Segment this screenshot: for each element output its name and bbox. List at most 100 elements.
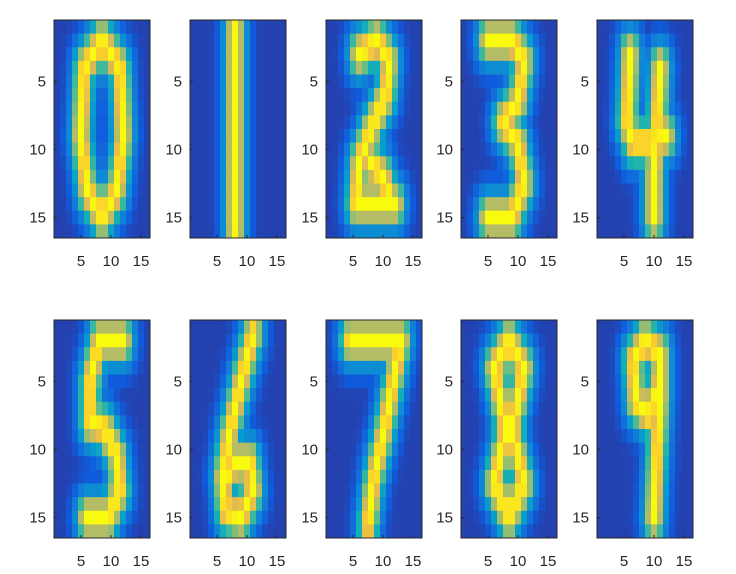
heatmap-cell xyxy=(597,74,604,89)
heatmap-cell xyxy=(521,183,528,198)
heatmap-cell xyxy=(663,497,670,512)
heatmap-cell xyxy=(144,101,151,116)
heatmap-cell xyxy=(202,88,209,103)
heatmap-cell xyxy=(521,88,528,103)
heatmap-cell xyxy=(485,20,492,35)
heatmap-cell xyxy=(332,456,339,471)
heatmap-cell xyxy=(280,197,287,212)
heatmap-cell xyxy=(380,497,387,512)
heatmap-cell xyxy=(250,224,257,239)
heatmap-cell xyxy=(250,129,257,144)
heatmap-cell xyxy=(467,497,474,512)
heatmap-cell xyxy=(633,442,640,457)
heatmap-cell xyxy=(386,442,393,457)
heatmap-cell xyxy=(326,415,333,430)
heatmap-cell xyxy=(280,320,287,335)
heatmap-cell xyxy=(521,169,528,184)
heatmap-cell xyxy=(54,20,61,35)
heatmap-cell xyxy=(374,469,381,484)
heatmap-cell xyxy=(479,74,486,89)
heatmap-cell xyxy=(232,74,239,89)
heatmap-cell xyxy=(485,360,492,375)
heatmap-cell xyxy=(467,360,474,375)
heatmap-cell xyxy=(138,129,145,144)
heatmap-cell xyxy=(220,115,227,130)
heatmap-cell xyxy=(386,415,393,430)
heatmap-cell xyxy=(280,169,287,184)
heatmap-cell xyxy=(114,388,121,403)
heatmap-cell xyxy=(226,497,233,512)
heatmap-cell xyxy=(497,210,504,225)
heatmap-cell xyxy=(615,456,622,471)
heatmap-cell xyxy=(380,510,387,525)
heatmap-cell xyxy=(527,115,534,130)
heatmap-cell xyxy=(633,224,640,239)
heatmap-cell xyxy=(386,33,393,48)
heatmap-cell xyxy=(274,360,281,375)
heatmap-cell xyxy=(102,129,109,144)
heatmap-cell xyxy=(244,60,251,75)
heatmap-cell xyxy=(268,429,275,444)
heatmap-cell xyxy=(132,524,139,539)
heatmap-cell xyxy=(603,20,610,35)
heatmap-cell xyxy=(66,415,73,430)
heatmap-cell xyxy=(250,497,257,512)
heatmap-cell xyxy=(232,442,239,457)
heatmap-cell xyxy=(374,101,381,116)
heatmap-cell xyxy=(380,442,387,457)
heatmap-cell xyxy=(66,497,73,512)
heatmap-cell xyxy=(467,169,474,184)
heatmap-cell xyxy=(663,442,670,457)
heatmap-cell xyxy=(202,415,209,430)
heatmap-cell xyxy=(274,197,281,212)
heatmap-cell xyxy=(196,333,203,348)
heatmap-cell xyxy=(338,156,345,171)
heatmap-cell xyxy=(244,388,251,403)
heatmap-cell xyxy=(527,156,534,171)
heatmap-cell xyxy=(338,524,345,539)
heatmap-cell xyxy=(681,469,688,484)
heatmap-cell xyxy=(54,510,61,525)
heatmap-cell xyxy=(473,347,480,362)
heatmap-cell xyxy=(232,88,239,103)
heatmap-cell xyxy=(326,88,333,103)
heatmap-cell xyxy=(208,456,215,471)
heatmap-cell xyxy=(633,347,640,362)
heatmap-cell xyxy=(657,320,664,335)
heatmap-cell xyxy=(503,442,510,457)
heatmap-cell xyxy=(473,429,480,444)
heatmap-cell xyxy=(90,20,97,35)
heatmap-cell xyxy=(250,347,257,362)
heatmap-cell xyxy=(669,210,676,225)
heatmap-cell xyxy=(681,524,688,539)
heatmap-cell xyxy=(108,510,115,525)
heatmap-cell xyxy=(126,88,133,103)
heatmap-cell xyxy=(274,415,281,430)
heatmap-cell xyxy=(132,101,139,116)
heatmap-cell xyxy=(232,360,239,375)
heatmap-cell xyxy=(96,169,103,184)
heatmap-cell xyxy=(663,20,670,35)
heatmap-cell xyxy=(404,210,411,225)
heatmap-cell xyxy=(467,60,474,75)
heatmap-cell xyxy=(497,183,504,198)
heatmap-cell xyxy=(410,169,417,184)
heatmap-cell xyxy=(96,360,103,375)
heatmap-cell xyxy=(386,333,393,348)
heatmap-cell xyxy=(461,169,468,184)
heatmap-cell xyxy=(386,401,393,416)
heatmap-cell xyxy=(410,497,417,512)
heatmap-cell xyxy=(190,497,197,512)
heatmap-cell xyxy=(274,401,281,416)
heatmap-cell xyxy=(66,183,73,198)
heatmap-cell xyxy=(120,47,127,62)
heatmap-cell xyxy=(350,388,357,403)
heatmap-cell xyxy=(416,360,423,375)
heatmap-cell xyxy=(497,60,504,75)
heatmap-cell xyxy=(338,224,345,239)
x-tick-label: 10 xyxy=(646,553,663,570)
heatmap-cell xyxy=(392,320,399,335)
heatmap-cell xyxy=(60,374,67,389)
heatmap-cell xyxy=(96,142,103,157)
